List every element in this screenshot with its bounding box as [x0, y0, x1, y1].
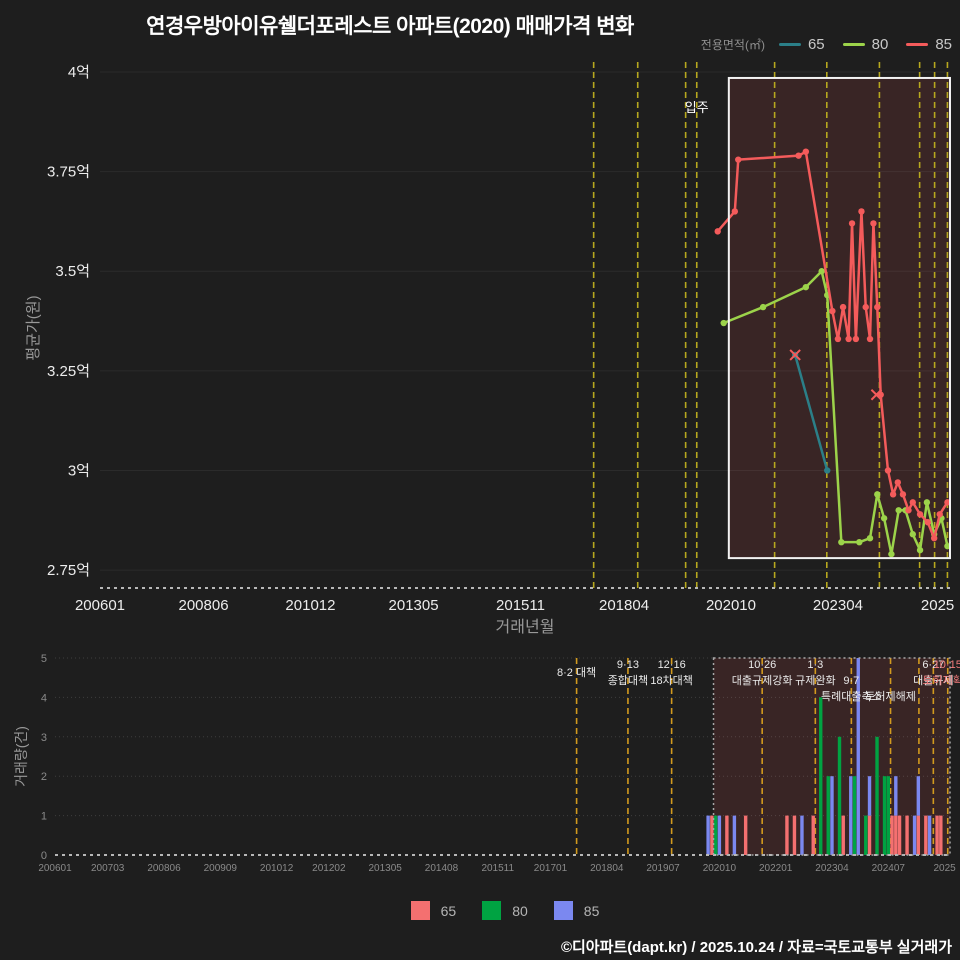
- svg-text:1·3: 1·3: [807, 659, 823, 671]
- svg-text:201701: 201701: [534, 863, 568, 874]
- svg-text:202304: 202304: [813, 597, 863, 614]
- svg-text:18차대책: 18차대책: [650, 674, 693, 687]
- legend-item-80[interactable]: 80: [842, 36, 889, 53]
- legend-label: 85: [935, 36, 952, 53]
- svg-text:2025: 2025: [921, 597, 954, 614]
- svg-text:0: 0: [41, 850, 47, 862]
- legend-label: 80: [871, 36, 889, 53]
- svg-text:201511: 201511: [481, 863, 514, 874]
- svg-text:200806: 200806: [147, 863, 181, 874]
- svg-text:3.75억: 3.75억: [47, 164, 90, 181]
- svg-text:202010: 202010: [706, 597, 756, 614]
- svg-text:12·16: 12·16: [658, 659, 686, 671]
- svg-text:10·15: 10·15: [934, 659, 960, 671]
- svg-text:201804: 201804: [590, 863, 624, 874]
- svg-text:201012: 201012: [260, 863, 294, 874]
- svg-text:9·13: 9·13: [617, 659, 639, 671]
- size-legend-swatch: [410, 901, 430, 920]
- svg-text:202201: 202201: [759, 863, 793, 874]
- svg-text:3: 3: [41, 732, 47, 744]
- volume-chart[interactable]: 0 1 2 3 4 5 8·2 대책 9·13 종합대책 12·16 18차대책 10·26 대출규제강…: [0, 650, 960, 890]
- volume-bars: [706, 658, 943, 855]
- price-chart[interactable]: 4억 3.75억 3.5억 3.25억 3억 2.75억 200601 200806 20101…: [0, 50, 960, 650]
- svg-text:200806: 200806: [178, 597, 228, 614]
- svg-text:201511: 201511: [496, 597, 545, 614]
- svg-text:2.75억: 2.75억: [47, 562, 90, 579]
- svg-text:200703: 200703: [91, 863, 125, 874]
- legend-caption: 전용면적(㎡): [700, 38, 765, 52]
- svg-text:대출규제: 대출규제: [913, 674, 953, 687]
- cancelled-deal-marker: [789, 349, 801, 361]
- page-title: 연경우방아이유쉘더포레스트 아파트(2020) 매매가격 변화: [146, 15, 634, 38]
- svg-text:3억: 3억: [68, 462, 90, 479]
- svg-text:200909: 200909: [204, 863, 238, 874]
- size-legend-item-80[interactable]: 80: [482, 901, 528, 920]
- svg-text:201012: 201012: [285, 597, 335, 614]
- svg-text:6·27: 6·27: [922, 659, 944, 671]
- svg-text:3.25억: 3.25억: [47, 363, 90, 380]
- highlight-border: [727, 76, 952, 560]
- svg-text:4: 4: [41, 692, 47, 704]
- svg-text:202304: 202304: [815, 863, 849, 874]
- size-legend-swatch: [482, 901, 502, 920]
- size-legend: 65 80 85: [0, 901, 960, 920]
- legend-line-swatch: [842, 43, 865, 46]
- legend-item-85[interactable]: 85: [906, 36, 952, 53]
- legend-item-65[interactable]: 65: [778, 36, 825, 53]
- svg-text:8·2 대책: 8·2 대책: [557, 666, 596, 679]
- svg-text:토허제해제: 토허제해제: [865, 689, 916, 703]
- legend-items: 65 80 85: [778, 36, 952, 53]
- svg-text:202407: 202407: [872, 863, 906, 874]
- legend-line-swatch: [906, 43, 929, 46]
- size-legend-label: 85: [583, 902, 600, 919]
- copyright-footer: ©디아파트(dapt.kr) / 2025.10.24 / 자료=국토교통부 실…: [560, 939, 952, 956]
- svg-text:규제완화: 규제완화: [795, 674, 835, 687]
- svg-text:대출규제강화: 대출규제강화: [732, 674, 793, 687]
- cancelled-deal-marker: [870, 389, 883, 401]
- svg-text:9·7: 9·7: [843, 675, 859, 687]
- size-legend-item-65[interactable]: 65: [410, 901, 457, 920]
- svg-text:201408: 201408: [425, 863, 459, 874]
- svg-text:201804: 201804: [599, 597, 649, 614]
- svg-text:4억: 4억: [68, 64, 90, 81]
- legend-line-swatch: [778, 43, 801, 46]
- move-in-label: 입주: [685, 100, 709, 115]
- svg-text:거래량(건): 거래량(건): [13, 726, 29, 787]
- size-legend-label: 80: [512, 902, 528, 919]
- svg-text:201202: 201202: [312, 863, 346, 874]
- legend-label: 65: [807, 36, 825, 53]
- svg-text:2: 2: [41, 771, 47, 783]
- highlight-border: [712, 657, 951, 856]
- policy-annotations: 8·2 대책 9·13 종합대책 12·16 18차대책 10·26 대출규제강화 1·3 규제…: [557, 659, 960, 703]
- svg-text:평균가(원): 평균가(원): [25, 295, 42, 360]
- svg-text:200601: 200601: [75, 597, 125, 614]
- svg-text:200601: 200601: [38, 863, 72, 874]
- svg-text:거래년월: 거래년월: [496, 618, 555, 636]
- size-legend-swatch: [553, 901, 573, 920]
- svg-text:토허제확대: 토허제확대: [922, 674, 960, 687]
- svg-text:201305: 201305: [389, 597, 439, 614]
- size-legend-item-85[interactable]: 85: [553, 901, 600, 920]
- svg-text:3.5억: 3.5억: [55, 263, 90, 280]
- svg-text:201907: 201907: [646, 863, 680, 874]
- svg-text:특례대출축소: 특례대출축소: [821, 690, 882, 703]
- svg-text:10·26: 10·26: [748, 659, 776, 671]
- size-legend-label: 65: [440, 902, 457, 919]
- svg-text:2025: 2025: [933, 863, 956, 874]
- svg-text:201305: 201305: [368, 863, 402, 874]
- area-legend: 전용면적(㎡) 65 80 85: [701, 36, 952, 53]
- svg-text:1: 1: [41, 811, 47, 823]
- svg-text:5: 5: [41, 653, 47, 665]
- highlight-region: [728, 77, 950, 559]
- svg-text:202010: 202010: [703, 863, 737, 874]
- svg-text:종합대책: 종합대책: [608, 674, 648, 687]
